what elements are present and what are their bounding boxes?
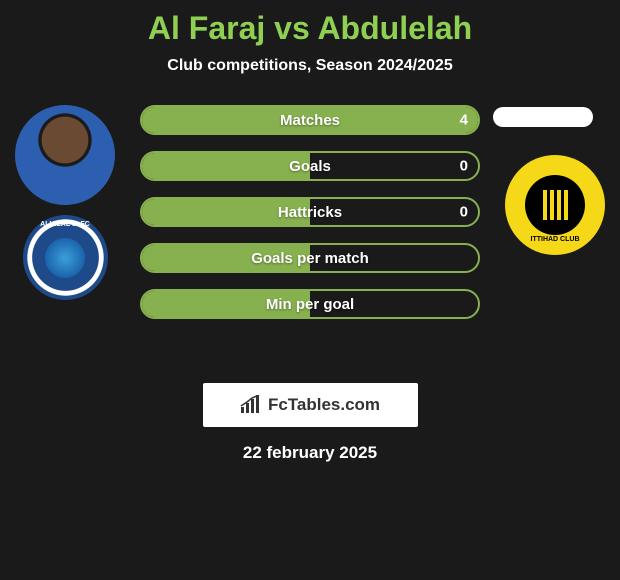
- club-right-label: ITTIHAD CLUB: [505, 236, 605, 243]
- stat-label: Goals per match: [251, 250, 369, 267]
- stat-row-matches: Matches 4: [140, 105, 480, 135]
- stat-row-goals-per-match: Goals per match: [140, 243, 480, 273]
- club-right-logo: ITTIHAD CLUB: [505, 155, 605, 255]
- stat-fill: [142, 153, 310, 179]
- stats-list: Matches 4 Goals 0 Hattricks 0 Goals per …: [140, 105, 480, 319]
- player-left-column: ALHILAL S. FC: [5, 105, 125, 300]
- page-title: Al Faraj vs Abdulelah: [0, 10, 620, 47]
- stat-value-left: 0: [460, 204, 468, 221]
- stat-row-hattricks: Hattricks 0: [140, 197, 480, 227]
- stat-label: Matches: [280, 112, 340, 129]
- player-right-placeholder: [493, 107, 593, 127]
- date-label: 22 february 2025: [0, 443, 620, 463]
- club-right-inner: [525, 175, 585, 235]
- club-left-logo: ALHILAL S. FC: [23, 215, 108, 300]
- club-left-inner: [45, 238, 85, 278]
- stat-label: Hattricks: [278, 204, 342, 221]
- club-right-stripes: [543, 190, 568, 220]
- club-left-label: ALHILAL S. FC: [23, 221, 108, 228]
- stats-section: ALHILAL S. FC ITTIHAD CLUB Matches 4: [0, 105, 620, 365]
- stat-row-goals: Goals 0: [140, 151, 480, 181]
- stat-label: Min per goal: [266, 296, 354, 313]
- player-left-photo: [15, 105, 115, 205]
- stat-value-left: 0: [460, 158, 468, 175]
- player-right-column: ITTIHAD CLUB: [495, 105, 615, 255]
- stat-value-left: 4: [460, 112, 468, 129]
- brand-box: FcTables.com: [203, 383, 418, 427]
- brand-text: FcTables.com: [268, 395, 380, 415]
- stat-label: Goals: [289, 158, 331, 175]
- bar-chart-icon: [240, 395, 262, 415]
- stat-row-min-per-goal: Min per goal: [140, 289, 480, 319]
- subtitle: Club competitions, Season 2024/2025: [0, 57, 620, 75]
- infographic-container: Al Faraj vs Abdulelah Club competitions,…: [0, 0, 620, 463]
